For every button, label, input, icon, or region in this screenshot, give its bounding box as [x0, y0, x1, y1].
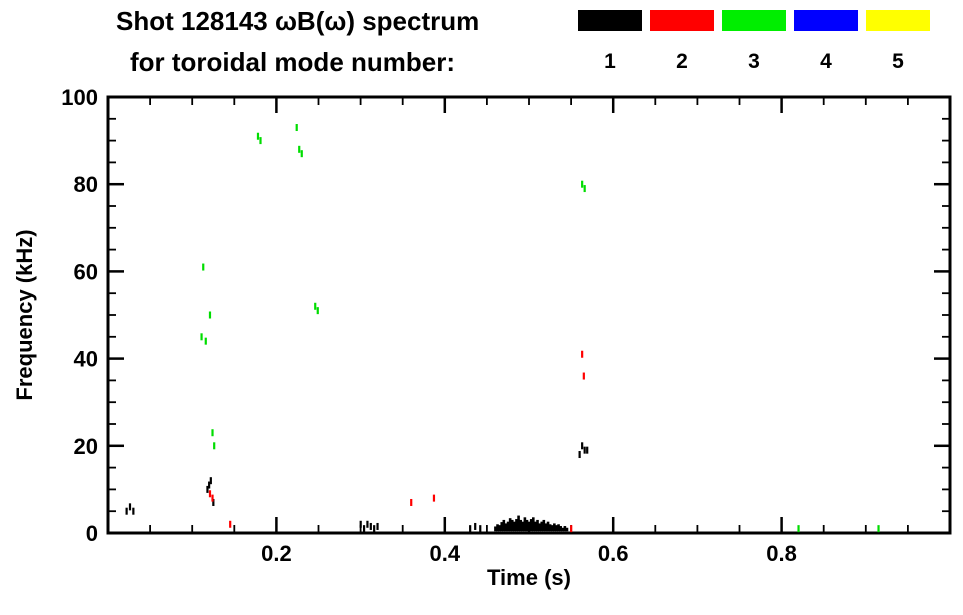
legend-color-box-2 [650, 10, 714, 31]
y-tick-label: 100 [61, 85, 98, 110]
series-n=1 [125, 442, 589, 533]
legend-color-box-1 [578, 10, 642, 31]
y-tick-label: 80 [74, 172, 98, 197]
figure-subtitle: for toroidal mode number: [130, 47, 455, 77]
legend-mode-numbers: 1 2 3 4 5 [578, 50, 930, 74]
legend-mode-number-1: 1 [604, 50, 616, 73]
series-n=2 [208, 350, 585, 533]
figure-title: Shot 128143 ωB(ω) spectrum [116, 6, 480, 36]
x-tick-label: 0.8 [766, 541, 797, 566]
y-tick-label: 60 [74, 259, 98, 284]
legend-color-box-3 [722, 10, 786, 31]
x-tick-label: 0.6 [598, 541, 629, 566]
x-tick-label: 0.2 [261, 541, 292, 566]
legend-color-box-4 [794, 10, 858, 31]
axes: 0.2 0.4 0.6 0.8 0 20 40 60 80 100 Time (s) Frequenc… [12, 85, 952, 590]
legend-color-box-5 [866, 10, 930, 31]
y-tick-label: 0 [86, 521, 98, 546]
y-tick-label: 20 [74, 434, 98, 459]
legend-mode-number-2: 2 [676, 50, 688, 73]
legend-mode-number-4: 4 [820, 50, 832, 73]
y-tick-label: 40 [74, 347, 98, 372]
legend-color-boxes [578, 10, 930, 31]
legend-mode-number-3: 3 [748, 50, 760, 73]
y-axis-title: Frequency (kHz) [12, 229, 37, 400]
x-tick-label: 0.4 [430, 541, 461, 566]
x-axis-title: Time (s) [487, 565, 571, 590]
legend-mode-number-5: 5 [892, 50, 904, 73]
series-n=3 [200, 124, 880, 533]
